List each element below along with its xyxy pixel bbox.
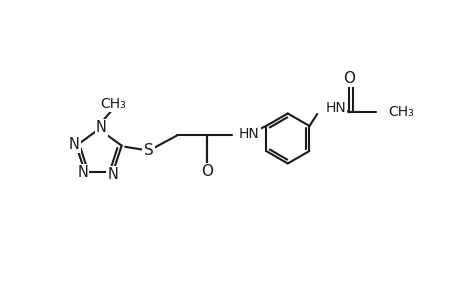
Text: S: S [143, 143, 153, 158]
Text: N: N [77, 165, 88, 180]
Text: CH₃: CH₃ [100, 97, 126, 110]
Text: O: O [342, 71, 355, 86]
Text: CH₃: CH₃ [387, 105, 413, 119]
Text: O: O [201, 164, 213, 179]
Text: HN: HN [325, 101, 346, 115]
Text: HN: HN [238, 127, 259, 141]
Text: N: N [107, 167, 118, 182]
Text: N: N [68, 137, 79, 152]
Text: N: N [96, 121, 106, 136]
